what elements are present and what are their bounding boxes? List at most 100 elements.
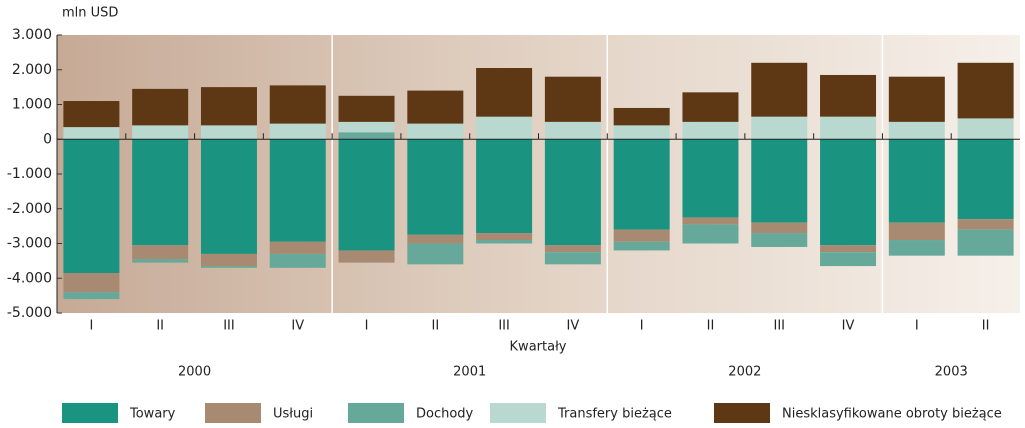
- bar-segment: [820, 139, 877, 246]
- bar-segment: [544, 76, 601, 122]
- y-tick-label: 0: [43, 131, 52, 147]
- legend-label: Towary: [129, 407, 176, 422]
- bar-segment: [338, 95, 395, 122]
- legend-swatch: [490, 403, 546, 423]
- bar-segment: [544, 121, 601, 140]
- bar-segment: [132, 125, 189, 140]
- bar-segment: [476, 233, 533, 241]
- bar-segment: [63, 127, 120, 140]
- bar-segment: [888, 240, 945, 256]
- y-tick-label: 3.000: [12, 27, 52, 43]
- bar-segment: [407, 234, 464, 244]
- x-tick-label: IV: [291, 319, 304, 334]
- bar-segment: [613, 241, 670, 251]
- legend-label: Niesklasyfikowane obroty bieżące: [782, 407, 1002, 422]
- bar-segment: [957, 62, 1014, 119]
- legend-swatch: [205, 403, 261, 423]
- bar-segment: [476, 68, 533, 117]
- bar-segment: [269, 85, 326, 124]
- y-axis-label: mln USD: [62, 6, 118, 21]
- bar-segment: [63, 139, 120, 274]
- bar-segment: [476, 139, 533, 234]
- y-tick-label: -3.000: [7, 236, 52, 252]
- bar-segment: [200, 87, 257, 126]
- year-label: 2000: [178, 365, 211, 380]
- bar-segment: [751, 139, 808, 223]
- bar-segment: [132, 259, 189, 263]
- legend-label: Usługi: [273, 407, 313, 422]
- x-tick-label: II: [156, 319, 164, 334]
- year-label: 2001: [453, 365, 486, 380]
- y-tick-label: -1.000: [7, 166, 52, 182]
- bar-segment: [544, 245, 601, 253]
- bar-segment: [544, 252, 601, 265]
- y-tick-label: 1.000: [12, 97, 52, 113]
- bar-segment: [407, 243, 464, 265]
- bar-segment: [751, 233, 808, 247]
- legend-swatch: [714, 403, 770, 423]
- bar-segment: [820, 245, 877, 253]
- x-tick-label: IV: [567, 319, 580, 334]
- legend-label: Dochody: [416, 407, 474, 422]
- bar-segment: [888, 139, 945, 223]
- bar-segment: [63, 273, 120, 293]
- bar-segment: [682, 92, 739, 122]
- bar-segment: [200, 266, 257, 268]
- bar-segment: [407, 90, 464, 124]
- x-tick-label: II: [431, 319, 439, 334]
- bar-segment: [338, 139, 395, 251]
- bar-segment: [820, 116, 877, 140]
- x-tick-label: III: [223, 319, 235, 334]
- bar-segment: [957, 118, 1014, 140]
- bar-segment: [820, 74, 877, 117]
- bar-segment: [338, 121, 395, 133]
- bar-segment: [200, 139, 257, 254]
- y-tick-label: -4.000: [7, 270, 52, 286]
- bar-segment: [682, 139, 739, 218]
- x-tick-label: IV: [842, 319, 855, 334]
- bar-segment: [957, 219, 1014, 230]
- bar-segment: [888, 222, 945, 241]
- bar-segment: [132, 88, 189, 126]
- bar-segment: [751, 116, 808, 140]
- bar-segment: [751, 62, 808, 117]
- legend-label: Transfery bieżące: [557, 407, 672, 422]
- x-tick-label: III: [498, 319, 510, 334]
- bar-segment: [613, 107, 670, 126]
- bar-segment: [613, 125, 670, 140]
- bar-segment: [476, 240, 533, 244]
- x-tick-label: II: [982, 319, 990, 334]
- bar-segment: [544, 139, 601, 246]
- bar-segment: [613, 139, 670, 230]
- bar-segment: [407, 139, 464, 235]
- bar-segment: [407, 123, 464, 140]
- bar-segment: [338, 132, 395, 140]
- bar-segment: [269, 241, 326, 254]
- year-label: 2003: [935, 365, 968, 380]
- bar-segment: [63, 101, 120, 128]
- bar-segment: [200, 253, 257, 267]
- bar-segment: [820, 252, 877, 267]
- bar-segment: [269, 123, 326, 140]
- y-tick-label: -2.000: [7, 201, 52, 217]
- x-tick-label: I: [640, 319, 644, 334]
- bar-segment: [682, 217, 739, 225]
- bar-segment: [132, 139, 189, 246]
- x-tick-label: III: [773, 319, 785, 334]
- bar-segment: [132, 245, 189, 260]
- bar-segment: [200, 125, 257, 140]
- x-tick-label: I: [365, 319, 369, 334]
- legend-swatch: [348, 403, 404, 423]
- x-tick-label: II: [707, 319, 715, 334]
- bar-segment: [682, 121, 739, 140]
- bar-segment: [751, 222, 808, 234]
- bar-segment: [613, 229, 670, 242]
- legend-swatch: [62, 403, 118, 423]
- bar-segment: [957, 139, 1014, 220]
- bar-segment: [63, 292, 120, 300]
- x-axis-label: Kwartały: [510, 340, 567, 355]
- bar-segment: [269, 139, 326, 242]
- year-label: 2002: [728, 365, 761, 380]
- bar-segment: [682, 224, 739, 244]
